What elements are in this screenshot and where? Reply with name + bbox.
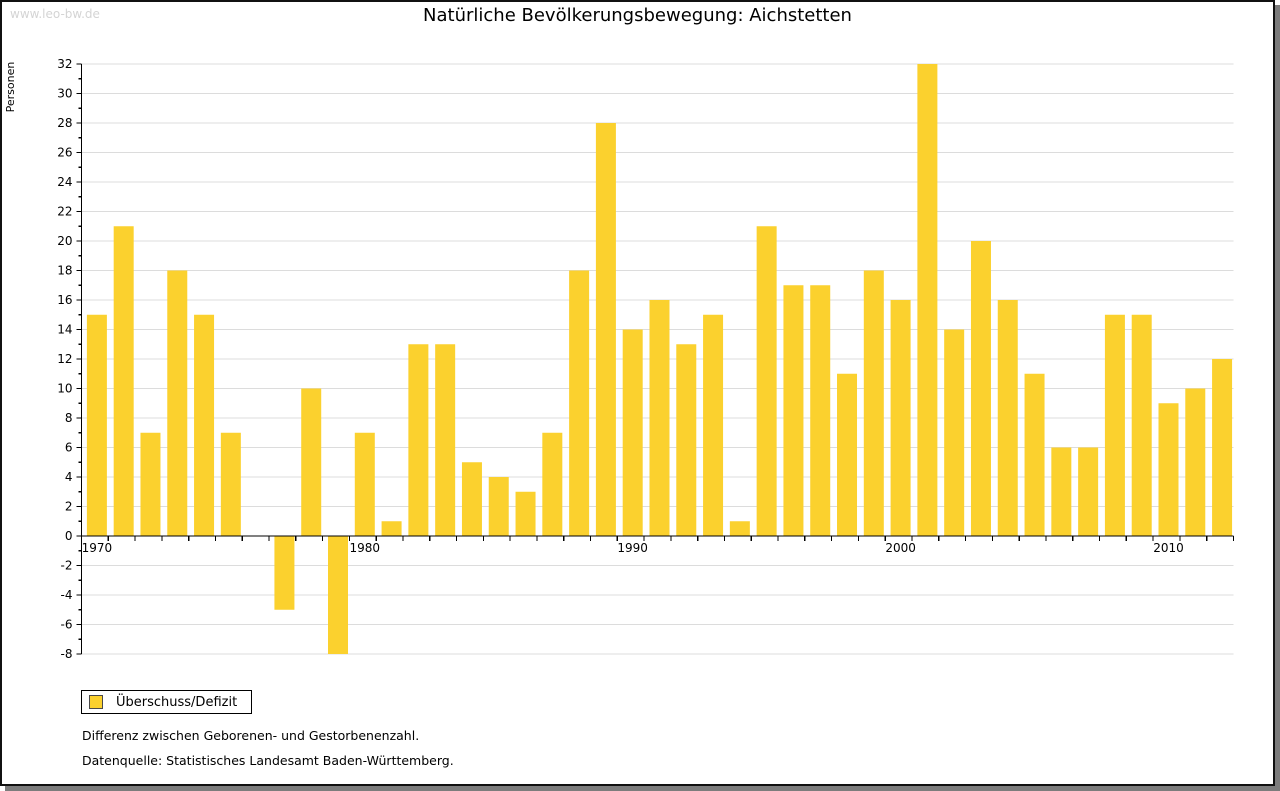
bar-1981[interactable] — [381, 521, 402, 536]
svg-text:10: 10 — [57, 382, 72, 396]
svg-text:6: 6 — [65, 441, 73, 455]
bar-1986[interactable] — [515, 491, 536, 536]
svg-text:26: 26 — [57, 146, 72, 160]
bar-1980[interactable] — [354, 432, 375, 536]
footnote-description: Differenz zwischen Geborenen- und Gestor… — [82, 728, 420, 743]
watermark: www.leo-bw.de — [10, 7, 100, 21]
svg-text:2010: 2010 — [1153, 541, 1184, 555]
bar-1973[interactable] — [167, 270, 188, 537]
bar-1984[interactable] — [461, 462, 482, 536]
svg-text:30: 30 — [57, 87, 72, 101]
bar-1972[interactable] — [140, 432, 161, 536]
svg-text:20: 20 — [57, 234, 72, 248]
bar-2000[interactable] — [890, 300, 911, 536]
svg-text:12: 12 — [57, 352, 72, 366]
svg-text:1970: 1970 — [82, 541, 113, 555]
bar-1991[interactable] — [649, 300, 670, 536]
bar-2011[interactable] — [1185, 388, 1206, 537]
bar-1983[interactable] — [435, 344, 456, 536]
svg-text:-8: -8 — [61, 647, 73, 661]
bar-1998[interactable] — [837, 373, 858, 536]
svg-text:28: 28 — [57, 116, 72, 130]
bar-1995[interactable] — [756, 226, 777, 536]
svg-text:16: 16 — [57, 293, 72, 307]
bar-chart-canvas: -8-6-4-202468101214161820222426283032197… — [57, 57, 1235, 661]
bar-1992[interactable] — [676, 344, 697, 536]
bar-1974[interactable] — [194, 314, 215, 536]
bar-1982[interactable] — [408, 344, 429, 536]
legend: Überschuss/Defizit — [81, 690, 253, 714]
svg-text:22: 22 — [57, 205, 72, 219]
bar-1999[interactable] — [863, 270, 884, 537]
bar-2007[interactable] — [1078, 447, 1099, 537]
bar-1971[interactable] — [113, 226, 134, 536]
bar-2009[interactable] — [1131, 314, 1152, 536]
bar-2006[interactable] — [1051, 447, 1072, 537]
svg-text:32: 32 — [57, 57, 72, 71]
bar-1977[interactable] — [274, 536, 295, 610]
svg-text:0: 0 — [65, 529, 73, 543]
svg-text:18: 18 — [57, 264, 72, 278]
bars-series — [86, 64, 1233, 654]
bar-2003[interactable] — [970, 241, 991, 536]
bar-1996[interactable] — [783, 285, 804, 536]
bar-2010[interactable] — [1158, 403, 1179, 536]
bar-1975[interactable] — [220, 432, 241, 536]
bar-1994[interactable] — [729, 521, 750, 536]
legend-swatch-icon — [89, 695, 103, 709]
svg-text:-2: -2 — [61, 559, 73, 573]
bar-2004[interactable] — [997, 300, 1018, 536]
svg-text:1980: 1980 — [350, 541, 381, 555]
axes — [76, 63, 1235, 655]
bar-2008[interactable] — [1104, 314, 1125, 536]
svg-text:2000: 2000 — [885, 541, 916, 555]
svg-text:24: 24 — [57, 175, 72, 189]
bar-2005[interactable] — [1024, 373, 1045, 536]
svg-text:14: 14 — [57, 323, 72, 337]
bar-2002[interactable] — [944, 329, 965, 537]
bar-1978[interactable] — [301, 388, 322, 537]
svg-text:4: 4 — [65, 470, 73, 484]
bar-2001[interactable] — [917, 64, 938, 536]
bar-1990[interactable] — [622, 329, 643, 537]
bar-1997[interactable] — [810, 285, 831, 536]
bar-1993[interactable] — [703, 314, 724, 536]
bar-1985[interactable] — [488, 477, 509, 536]
bar-1979[interactable] — [328, 536, 349, 654]
bar-1989[interactable] — [595, 123, 616, 536]
svg-text:-4: -4 — [61, 588, 73, 602]
bar-1970[interactable] — [86, 314, 107, 536]
svg-text:2: 2 — [65, 500, 73, 514]
svg-text:8: 8 — [65, 411, 73, 425]
svg-text:1990: 1990 — [617, 541, 648, 555]
footnote-source: Datenquelle: Statistisches Landesamt Bad… — [82, 753, 454, 768]
bar-1988[interactable] — [569, 270, 590, 537]
page-title: Natürliche Bevölkerungsbewegung: Aichste… — [423, 5, 852, 26]
svg-text:-6: -6 — [61, 618, 73, 632]
x-tick-labels: 1970 1980 1990 2000 2010 — [82, 541, 1184, 555]
legend-label: Überschuss/Defizit — [116, 694, 238, 710]
bar-2012[interactable] — [1212, 359, 1233, 536]
bar-1987[interactable] — [542, 432, 563, 536]
